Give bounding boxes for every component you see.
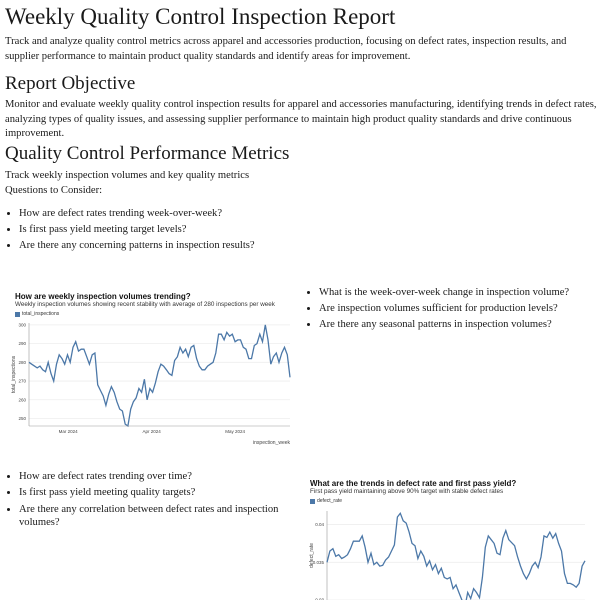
y-tick-label: 260 bbox=[18, 397, 26, 402]
inspection-volume-plot: 300 290 280 270 260 250 total_inspections Mar 2… bbox=[11, 322, 291, 445]
data-line bbox=[28, 324, 291, 428]
y-tick-label: 280 bbox=[18, 360, 26, 365]
metrics-questions: How are defect rates trending week-over-… bbox=[5, 206, 255, 254]
intro-text: Track and analyze quality control metric… bbox=[5, 36, 567, 62]
list-item: How are defect rates trending over time? bbox=[19, 469, 299, 485]
questions-label: Questions to Consider: bbox=[5, 185, 103, 196]
chart-legend: defect_rate bbox=[310, 498, 600, 504]
y-tick-label: 0.04 bbox=[315, 522, 324, 527]
objective-heading: Report Objective bbox=[5, 73, 136, 94]
metrics-heading: Quality Control Performance Metrics bbox=[5, 143, 290, 164]
left-questions: How are defect rates trending over time?… bbox=[5, 469, 299, 529]
chart-title: What are the trends in defect rate and f… bbox=[310, 479, 517, 488]
right-questions: What is the week-over-week change in ins… bbox=[305, 285, 569, 333]
list-item: Are there any seasonal patterns in inspe… bbox=[319, 317, 569, 333]
chart-subtitle: First pass yield maintaining above 90% t… bbox=[310, 488, 504, 495]
page-title: Weekly Quality Control Inspection Report bbox=[5, 4, 396, 29]
list-item: Is first pass yield meeting target level… bbox=[19, 222, 255, 238]
y-tick-label: 0.03 bbox=[315, 598, 324, 600]
y-tick-label: 270 bbox=[18, 379, 26, 384]
x-tick-label: Apr 2024 bbox=[143, 429, 162, 434]
x-axis-label: inspection_week bbox=[253, 440, 290, 445]
x-tick-label: Mar 2024 bbox=[59, 429, 79, 434]
legend-label: total_inspections bbox=[22, 311, 60, 317]
list-item: What is the week-over-week change in ins… bbox=[319, 285, 569, 301]
list-item: Are inspection volumes sufficient for pr… bbox=[319, 301, 569, 317]
data-line bbox=[326, 511, 586, 600]
metrics-subtitle: Track weekly inspection volumes and key … bbox=[5, 170, 250, 181]
y-tick-label: 300 bbox=[18, 322, 26, 327]
defect-rate-plot: 0.04 0.035 0.03 defect_rate bbox=[309, 511, 586, 600]
y-tick-label: 290 bbox=[18, 341, 26, 346]
y-axis-label: defect_rate bbox=[309, 543, 315, 568]
x-tick-label: May 2024 bbox=[225, 429, 245, 434]
legend-swatch bbox=[310, 498, 315, 504]
legend-label: defect_rate bbox=[317, 498, 343, 504]
y-tick-label: 250 bbox=[18, 416, 26, 421]
list-item: Are there any correlation between defect… bbox=[19, 503, 299, 529]
chart-legend: total_inspections bbox=[15, 311, 300, 317]
inspection-volume-chart: How are weekly inspection volumes trendi… bbox=[15, 292, 300, 317]
list-item: Are there any concerning patterns in ins… bbox=[19, 238, 255, 254]
defect-rate-chart: What are the trends in defect rate and f… bbox=[310, 479, 600, 504]
chart-subtitle: Weekly inspection volumes showing recent… bbox=[15, 301, 275, 308]
chart-title: How are weekly inspection volumes trendi… bbox=[15, 292, 191, 301]
legend-swatch bbox=[15, 311, 20, 317]
objective-text: Monitor and evaluate weekly quality cont… bbox=[5, 99, 597, 139]
list-item: How are defect rates trending week-over-… bbox=[19, 206, 255, 222]
y-tick-label: 0.035 bbox=[313, 560, 325, 565]
list-item: Is first pass yield meeting quality targ… bbox=[19, 485, 299, 501]
y-axis-label: total_inspections bbox=[11, 355, 17, 393]
